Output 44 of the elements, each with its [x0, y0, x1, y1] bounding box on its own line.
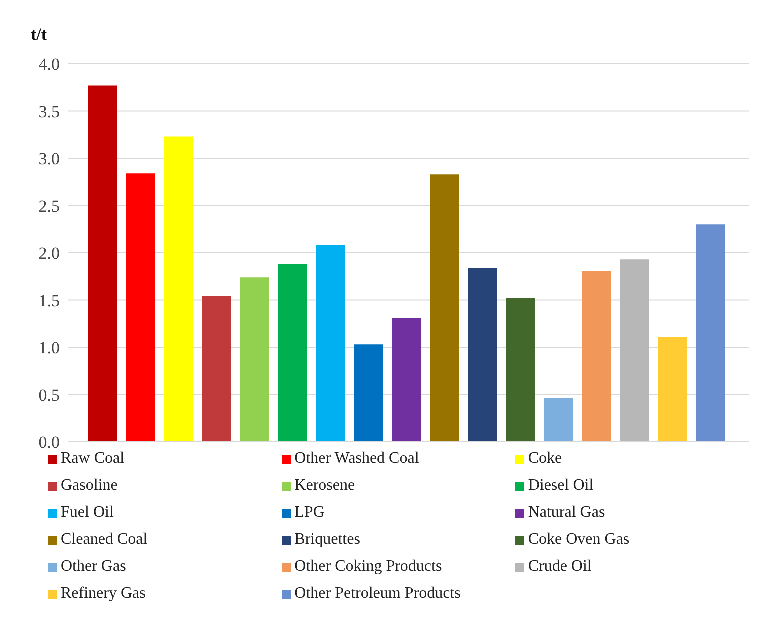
bar — [202, 296, 231, 442]
legend-label: Raw Coal — [61, 450, 125, 468]
legend-label: Gasoline — [61, 477, 118, 495]
bar — [544, 398, 573, 442]
y-tick-label: 4.0 — [38, 55, 60, 74]
legend-label: Diesel Oil — [528, 477, 594, 495]
bar — [506, 298, 535, 442]
legend-label: Other Washed Coal — [294, 450, 420, 468]
bar — [316, 245, 345, 442]
legend-label: Other Gas — [61, 558, 126, 576]
y-tick-label: 3.5 — [38, 102, 60, 122]
y-tick-label: 3.0 — [38, 150, 60, 169]
bar — [620, 260, 649, 442]
legend-label: LPG — [294, 504, 325, 522]
bar — [88, 86, 117, 442]
y-tick-label: 1.5 — [38, 291, 60, 310]
y-axis-title: t/t — [30, 25, 48, 44]
y-tick-label: 0.0 — [38, 433, 60, 452]
legend-label: Crude Oil — [528, 558, 592, 576]
legend-label: Briquettes — [294, 531, 360, 549]
y-tick-label: 0.5 — [38, 386, 60, 405]
bar — [430, 174, 459, 442]
bar — [658, 337, 687, 442]
bar — [392, 318, 421, 442]
legend-label: Other Petroleum Products — [294, 585, 461, 603]
legend-label: Coke Oven Gas — [528, 531, 630, 549]
legend-label: Other Coking Products — [294, 558, 442, 576]
legend-label: Cleaned Coal — [61, 531, 148, 549]
y-tick-label: 2.5 — [38, 196, 60, 216]
bar — [354, 344, 383, 442]
legend-label: Kerosene — [294, 477, 356, 495]
bar — [278, 264, 307, 442]
y-tick-label: 2.0 — [38, 244, 60, 264]
bar — [126, 174, 155, 442]
legend-label: Natural Gas — [528, 504, 606, 522]
legend-label: Fuel Oil — [61, 504, 114, 522]
bar — [240, 278, 269, 442]
bar — [468, 268, 497, 442]
legend-label: Coke — [528, 450, 562, 468]
bar — [164, 136, 193, 442]
legend-label: Refinery Gas — [61, 585, 146, 603]
bar — [696, 224, 725, 442]
y-tick-label: 1.0 — [38, 338, 60, 358]
bar — [582, 270, 611, 442]
